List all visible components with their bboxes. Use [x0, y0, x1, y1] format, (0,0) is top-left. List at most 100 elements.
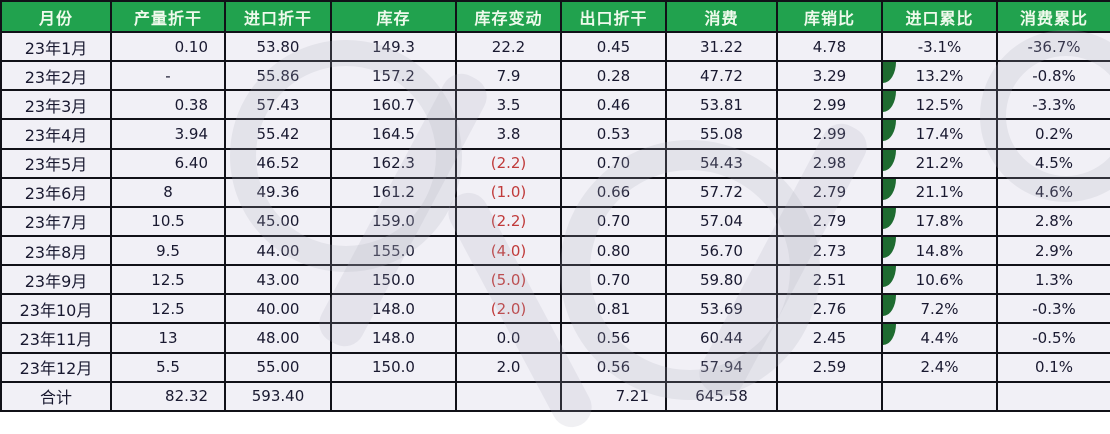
table-cell: 2.76	[776, 293, 883, 325]
table-cell: 43.00	[224, 264, 332, 296]
table-cell: 45.00	[224, 205, 332, 237]
month-cell: 23年3月	[0, 89, 112, 121]
table-cell: 2.51	[776, 264, 883, 296]
month-cell: 23年10月	[0, 293, 112, 325]
table-cell: 162.3	[330, 147, 457, 179]
table-cell: 3.94	[110, 118, 226, 150]
table-cell: 53.69	[665, 293, 778, 325]
table-cell: 40.00	[224, 293, 332, 325]
table-cell: 13	[110, 322, 226, 354]
month-cell: 23年12月	[0, 351, 112, 383]
column-header: 进口折干	[224, 0, 332, 33]
table-cell: 44.00	[224, 234, 332, 267]
table-cell: 2.4%	[881, 351, 998, 383]
table-row: 23年1月 0.10 53.80 149.3 22.2 0.45 31.22 4.78 -3.1…	[0, 30, 1110, 63]
total-label-cell: 合计	[0, 380, 112, 413]
table-cell: 55.86	[224, 60, 332, 92]
table-cell: 17.4%	[881, 118, 998, 150]
table-row: 23年3月 0.38 57.43 160.7 3.5 0.46 53.81 2.99 12.5%…	[0, 89, 1110, 121]
table-cell: 2.79	[776, 205, 883, 237]
table-cell: 0.45	[560, 30, 667, 63]
table-row: 23年5月 6.40 46.52 162.3 (2.2) 0.70 54.43 2.98 21.…	[0, 147, 1110, 179]
column-header: 产量折干	[110, 0, 226, 33]
table-cell: 53.81	[665, 89, 778, 121]
table-cell: 593.40	[224, 380, 332, 413]
table-row: 23年8月 9.5 44.00 155.0 (4.0) 0.80 56.70 2.73 14.8…	[0, 234, 1110, 267]
table-cell: (2.2)	[455, 205, 562, 237]
column-header: 库销比	[776, 0, 883, 33]
column-header: 进口累比	[881, 0, 998, 33]
table-cell: 3.8	[455, 118, 562, 150]
total-row: 合计 82.32 593.40 7.21 645.58	[0, 380, 1110, 413]
table-row: 23年11月 13 48.00 148.0 0.0 0.56 60.44 2.45 4.4% -0…	[0, 322, 1110, 354]
table-cell: 57.94	[665, 351, 778, 383]
table-cell: 4.78	[776, 30, 883, 63]
month-cell: 23年9月	[0, 264, 112, 296]
monthly-balance-table: 月份 产量折干 进口折干 库存 库存变动 出口折干 消费 库销比 进口累比 消费累比 23年1月 0…	[0, 0, 1110, 413]
green-corner-flag-icon	[884, 267, 896, 288]
table-cell: 0.2%	[996, 118, 1110, 150]
table-cell: 4.4%	[881, 322, 998, 354]
green-corner-flag-icon	[884, 63, 896, 84]
table-cell: 60.44	[665, 322, 778, 354]
table-cell: -0.8%	[996, 60, 1110, 92]
green-corner-flag-icon	[884, 237, 896, 258]
table-cell: 3.29	[776, 60, 883, 92]
table-cell: (4.0)	[455, 234, 562, 267]
table-cell: 57.04	[665, 205, 778, 237]
table-cell: 31.22	[665, 30, 778, 63]
table-cell: -	[110, 60, 226, 92]
table-cell: 2.0	[455, 351, 562, 383]
table-cell: -3.3%	[996, 89, 1110, 121]
table-cell: 6.40	[110, 147, 226, 179]
table-cell: 5.5	[110, 351, 226, 383]
green-corner-flag-icon	[884, 325, 896, 346]
month-cell: 23年8月	[0, 234, 112, 267]
table-cell: 2.73	[776, 234, 883, 267]
month-cell: 23年11月	[0, 322, 112, 354]
table-row: 23年9月 12.5 43.00 150.0 (5.0) 0.70 59.80 2.51 10.…	[0, 264, 1110, 296]
table-cell: 14.8%	[881, 234, 998, 267]
table-cell: 59.80	[665, 264, 778, 296]
month-cell: 23年5月	[0, 147, 112, 179]
table-cell: 12.5	[110, 293, 226, 325]
table-cell: 150.0	[330, 351, 457, 383]
table-row: 23年10月 12.5 40.00 148.0 (2.0) 0.81 53.69 2.76 7.…	[0, 293, 1110, 325]
table-cell: 3.5	[455, 89, 562, 121]
green-corner-flag-icon	[884, 92, 896, 113]
table-cell: 159.0	[330, 205, 457, 237]
table-cell: -3.1%	[881, 30, 998, 63]
table-cell: 0.1%	[996, 351, 1110, 383]
table-row: 23年2月 -55.86 157.2 7.9 0.28 47.72 3.29 13.2% -0.…	[0, 60, 1110, 92]
table-cell: 0.70	[560, 147, 667, 179]
table-cell: 21.2%	[881, 147, 998, 179]
table-cell: 0.70	[560, 205, 667, 237]
green-corner-flag-icon	[884, 208, 896, 229]
column-header: 出口折干	[560, 0, 667, 33]
table-cell: 56.70	[665, 234, 778, 267]
table-cell: 1.3%	[996, 264, 1110, 296]
table-cell: -0.3%	[996, 293, 1110, 325]
table-cell: 0.0	[455, 322, 562, 354]
table-cell: 157.2	[330, 60, 457, 92]
header-row: 月份 产量折干 进口折干 库存 库存变动 出口折干 消费 库销比 进口累比 消费累比	[0, 0, 1110, 33]
table-cell: 0.81	[560, 293, 667, 325]
table-cell: 10.6%	[881, 264, 998, 296]
table-cell: 155.0	[330, 234, 457, 267]
table-cell: 148.0	[330, 293, 457, 325]
table-cell: 4.6%	[996, 176, 1110, 208]
table-cell: (5.0)	[455, 264, 562, 296]
table-cell: 0.38	[110, 89, 226, 121]
table-cell: 55.42	[224, 118, 332, 150]
table-cell: 0.28	[560, 60, 667, 92]
table-cell: 148.0	[330, 322, 457, 354]
green-corner-flag-icon	[884, 150, 896, 171]
table-cell	[455, 380, 562, 413]
table-cell: 2.9%	[996, 234, 1110, 267]
monthly-balance-table-wrap: 月份 产量折干 进口折干 库存 库存变动 出口折干 消费 库销比 进口累比 消费累比 23年1月 0…	[0, 0, 1110, 413]
table-cell: 0.53	[560, 118, 667, 150]
table-cell: 55.08	[665, 118, 778, 150]
table-cell: 55.00	[224, 351, 332, 383]
column-header: 月份	[0, 0, 112, 33]
table-cell: 7.2%	[881, 293, 998, 325]
